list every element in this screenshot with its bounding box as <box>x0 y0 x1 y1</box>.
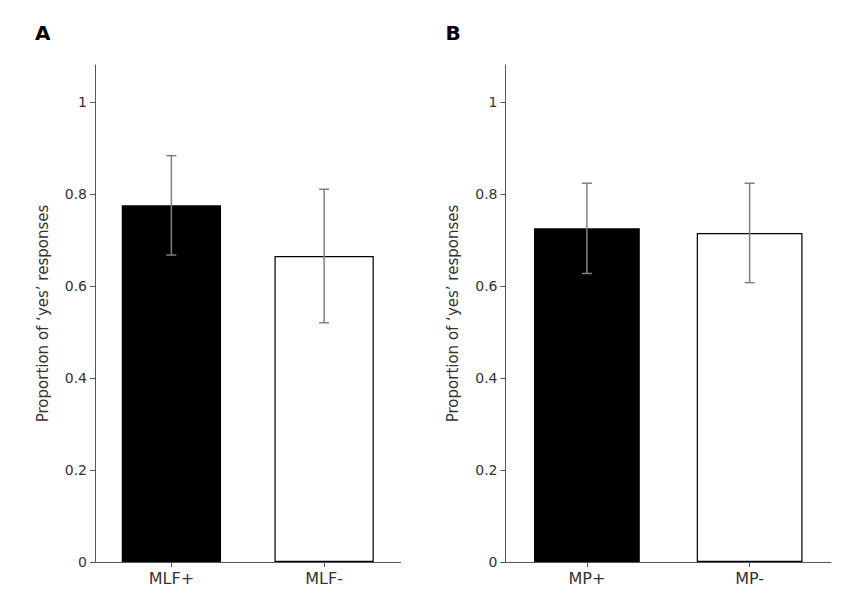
svg-text:0: 0 <box>78 554 87 570</box>
svg-text:0.8: 0.8 <box>65 186 87 202</box>
svg-text:0.6: 0.6 <box>65 278 87 294</box>
svg-text:1: 1 <box>78 94 87 110</box>
svg-text:MLF-: MLF- <box>305 569 343 588</box>
svg-text:Proportion of ‘yes’ responses: Proportion of ‘yes’ responses <box>34 205 52 423</box>
svg-text:MLF+: MLF+ <box>149 569 194 588</box>
svg-text:A: A <box>35 21 51 45</box>
svg-text:B: B <box>446 21 461 45</box>
svg-text:1: 1 <box>489 94 498 110</box>
svg-text:0.4: 0.4 <box>65 370 87 386</box>
svg-text:0: 0 <box>489 554 498 570</box>
svg-text:0.6: 0.6 <box>475 278 497 294</box>
svg-text:0.2: 0.2 <box>475 462 497 478</box>
svg-text:0.8: 0.8 <box>475 186 497 202</box>
svg-text:Proportion of ‘yes’ responses: Proportion of ‘yes’ responses <box>444 205 462 423</box>
svg-text:0.4: 0.4 <box>475 370 497 386</box>
svg-text:MP-: MP- <box>735 569 764 588</box>
svg-text:MP+: MP+ <box>568 569 605 588</box>
svg-text:0.2: 0.2 <box>65 462 87 478</box>
